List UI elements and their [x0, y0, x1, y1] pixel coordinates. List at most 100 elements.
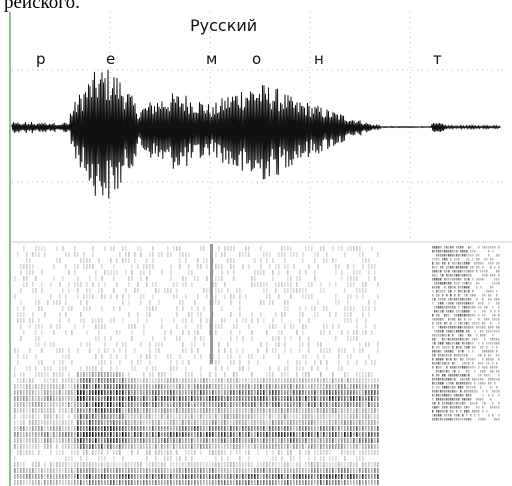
- spectrogram-cell: [458, 282, 460, 285]
- spectrogram-cell: [32, 390, 34, 395]
- spectrogram-cell: [266, 294, 268, 299]
- spectrogram-cell: [458, 402, 460, 405]
- spectrogram-cell: [86, 402, 88, 407]
- spectrogram-cell: [215, 444, 217, 449]
- spectrogram-cell: [146, 306, 148, 311]
- spectrogram-cell: [197, 396, 199, 401]
- spectrogram-cell: [110, 426, 112, 431]
- spectrogram-cell: [215, 288, 217, 293]
- spectrogram-cell: [438, 318, 440, 321]
- spectrogram-cell: [314, 468, 316, 473]
- spectrogram-cell: [71, 402, 73, 407]
- spectrogram-cell: [89, 294, 91, 299]
- spectrogram-cell: [302, 366, 304, 371]
- spectrogram-cell: [350, 402, 352, 407]
- spectrogram-cell: [344, 252, 346, 257]
- spectrogram-cell: [466, 274, 468, 277]
- spectrogram-cell: [164, 450, 166, 455]
- spectrogram-cell: [95, 432, 97, 437]
- spectrogram-cell: [299, 432, 301, 437]
- spectrogram-cell: [323, 384, 325, 389]
- spectrogram-cell: [29, 414, 31, 419]
- spectrogram-cell: [248, 426, 250, 431]
- spectrogram-cell: [444, 254, 446, 257]
- spectrogram-cell: [458, 286, 460, 289]
- spectrogram-cell: [134, 348, 136, 353]
- spectrogram-cell: [80, 390, 82, 395]
- spectrogram-cell: [284, 432, 286, 437]
- spectrogram-cell: [131, 426, 133, 431]
- spectrogram-cell: [476, 270, 478, 273]
- spectrogram-cell: [191, 282, 193, 287]
- spectrogram-cell: [242, 462, 244, 467]
- spectrogram-cell: [492, 390, 494, 393]
- spectrogram-cell: [454, 370, 456, 373]
- spectrogram-cell: [368, 276, 370, 281]
- spectrogram-cell: [242, 480, 244, 485]
- spectrogram-cell: [65, 408, 67, 413]
- spectrogram-cell: [125, 288, 127, 293]
- spectrogram-cell: [374, 276, 376, 281]
- spectrogram-cell: [263, 318, 265, 323]
- spectrogram-cell: [149, 426, 151, 431]
- spectrogram-cell: [161, 402, 163, 407]
- spectrogram-cell: [290, 468, 292, 473]
- spectrogram-cell: [29, 480, 31, 485]
- spectrogram-cell: [137, 444, 139, 449]
- spectrogram-cell: [284, 342, 286, 347]
- spectrogram-cell: [323, 402, 325, 407]
- spectrogram-cell: [464, 262, 466, 265]
- spectrogram-cell: [23, 264, 25, 269]
- spectrogram-cell: [113, 378, 115, 383]
- spectrogram-cell: [472, 350, 474, 353]
- spectrogram-cell: [149, 468, 151, 473]
- spectrogram-cell: [188, 408, 190, 413]
- spectrogram-cell: [281, 414, 283, 419]
- spectrogram-cell: [460, 402, 462, 405]
- spectrogram-cell: [494, 390, 496, 393]
- spectrogram-cell: [161, 324, 163, 329]
- spectrogram-cell: [356, 480, 358, 485]
- spectrogram-cell: [472, 358, 474, 361]
- spectrogram-cell: [20, 264, 22, 269]
- spectrogram-cell: [119, 378, 121, 383]
- spectrogram-cell: [314, 414, 316, 419]
- segment-label: т: [433, 50, 442, 68]
- spectrogram-cell: [446, 258, 448, 261]
- spectrogram-cell: [442, 382, 444, 385]
- spectrogram-cell: [53, 384, 55, 389]
- spectrogram-cell: [350, 444, 352, 449]
- spectrogram-cell: [446, 378, 448, 381]
- spectrogram-cell: [245, 252, 247, 257]
- spectrogram-cell: [239, 312, 241, 317]
- spectrogram-cell: [224, 414, 226, 419]
- spectrogram-cell: [149, 360, 151, 365]
- spectrogram-cell: [356, 384, 358, 389]
- spectrogram-cell: [242, 252, 244, 257]
- spectrogram-cell: [456, 246, 458, 249]
- spectrogram-cell: [452, 382, 454, 385]
- spectrogram-cell: [311, 432, 313, 437]
- spectrogram-cell: [92, 426, 94, 431]
- spectrogram-cell: [311, 480, 313, 485]
- spectrogram-cell: [182, 330, 184, 335]
- spectrogram-cell: [197, 264, 199, 269]
- spectrogram-cell: [275, 420, 277, 425]
- spectrogram-cell: [302, 342, 304, 347]
- spectrogram-cell: [374, 468, 376, 473]
- spectrogram-cell: [32, 384, 34, 389]
- spectrogram-cell: [368, 312, 370, 317]
- spectrogram-cell: [86, 384, 88, 389]
- spectrogram-cell: [77, 408, 79, 413]
- spectrogram-cell: [308, 474, 310, 479]
- spectrogram-cell: [134, 414, 136, 419]
- spectrogram-cell: [456, 358, 458, 361]
- spectrogram-cell: [462, 354, 464, 357]
- spectrogram-cell: [368, 372, 370, 377]
- spectrogram-cell: [206, 258, 208, 263]
- spectrogram-cell: [92, 468, 94, 473]
- spectrogram-cell: [161, 468, 163, 473]
- spectrogram-cell: [230, 474, 232, 479]
- spectrogram-cell: [53, 414, 55, 419]
- spectrogram-cell: [466, 342, 468, 345]
